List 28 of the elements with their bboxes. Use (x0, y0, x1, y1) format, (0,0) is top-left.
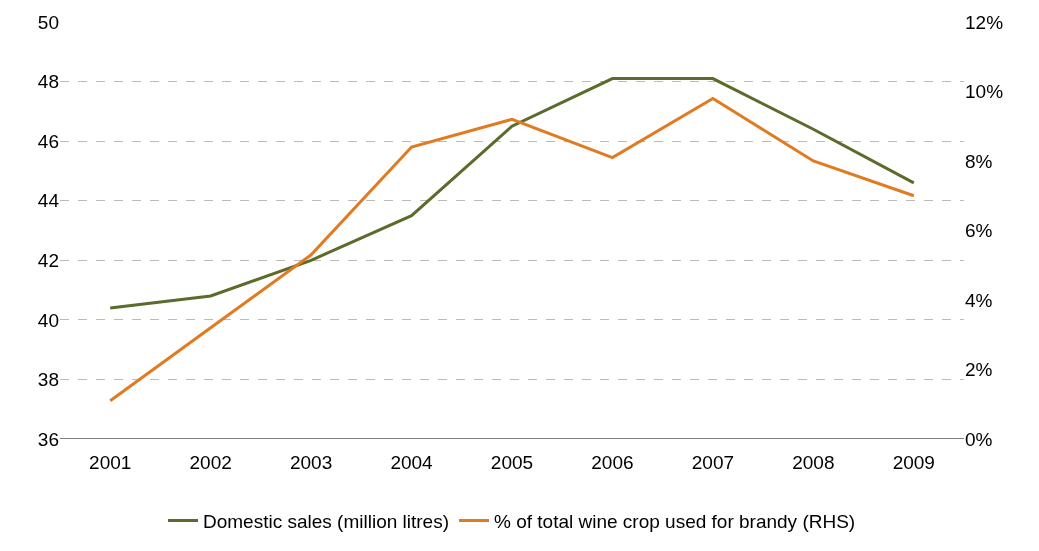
x-tick-label: 2007 (691, 452, 735, 473)
x-tick-label: 2002 (189, 452, 232, 473)
x-tick-label: 2006 (591, 452, 634, 473)
y2-tick-label: 6% (965, 220, 993, 242)
line-series (108, 96, 916, 403)
y-tick-label: 46 (37, 130, 59, 152)
x-tick-label: 2001 (89, 452, 132, 473)
y-tick-label: 38 (37, 369, 59, 391)
y2-tick-label: 10% (965, 81, 1004, 103)
line-series (108, 77, 916, 310)
y2-tick-label: 4% (965, 289, 993, 311)
legend-label: Domestic sales (million litres) (203, 510, 449, 532)
y2-tick-label: 8% (965, 150, 993, 172)
legend-label: % of total wine crop used for brandy (RHS) (494, 510, 856, 532)
y-tick-label: 44 (37, 190, 60, 212)
y-tick-label: 42 (37, 249, 59, 271)
y2-tick-label: 2% (965, 359, 993, 381)
x-tick-label: 2005 (490, 452, 534, 473)
x-tick-label: 2003 (289, 452, 333, 473)
x-tick-label: 2004 (390, 452, 434, 473)
y-tick-label: 50 (37, 11, 59, 33)
x-tick-label: 2009 (892, 452, 935, 473)
y-tick-label: 36 (37, 428, 59, 450)
x-tick-label: 2008 (792, 452, 835, 473)
y-tick-label: 48 (37, 71, 59, 93)
y-tick-label: 40 (37, 309, 59, 331)
y2-tick-label: 0% (965, 428, 993, 450)
y2-tick-label: 12% (965, 11, 1004, 33)
